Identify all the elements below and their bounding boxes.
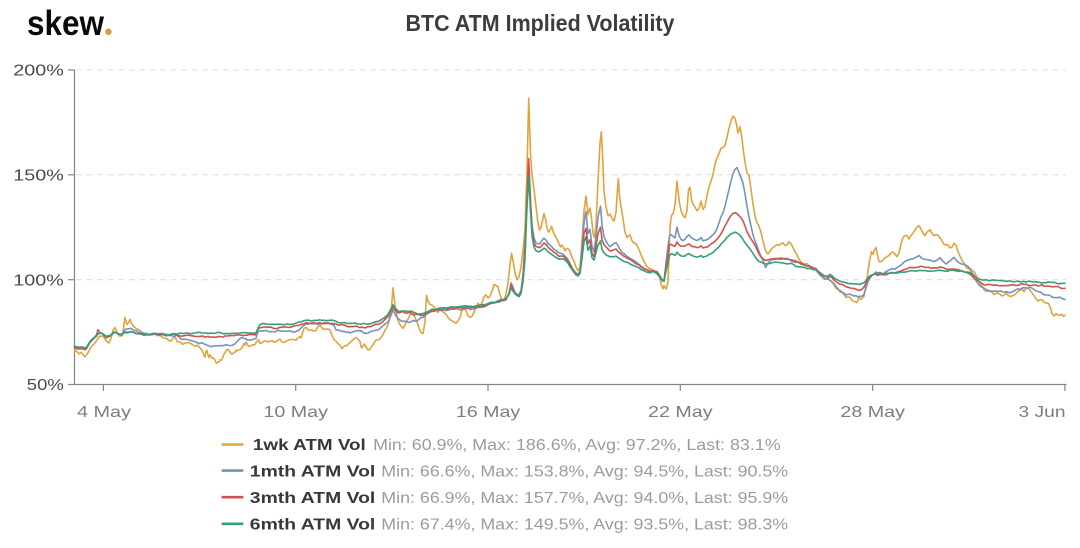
svg-text:3 Jun: 3 Jun bbox=[1019, 404, 1066, 421]
svg-text:BTC ATM Implied Volatility: BTC ATM Implied Volatility bbox=[406, 10, 675, 36]
svg-text:150%: 150% bbox=[13, 168, 64, 185]
svg-text:100%: 100% bbox=[13, 272, 64, 289]
svg-text:28 May: 28 May bbox=[840, 404, 905, 421]
svg-text:skew: skew bbox=[27, 4, 105, 43]
svg-text:10 May: 10 May bbox=[263, 404, 328, 421]
svg-text:4 May: 4 May bbox=[77, 404, 131, 421]
svg-text:22 May: 22 May bbox=[648, 404, 713, 421]
svg-text:200%: 200% bbox=[13, 63, 64, 80]
svg-text:50%: 50% bbox=[27, 377, 64, 394]
svg-text:16 May: 16 May bbox=[456, 404, 521, 421]
